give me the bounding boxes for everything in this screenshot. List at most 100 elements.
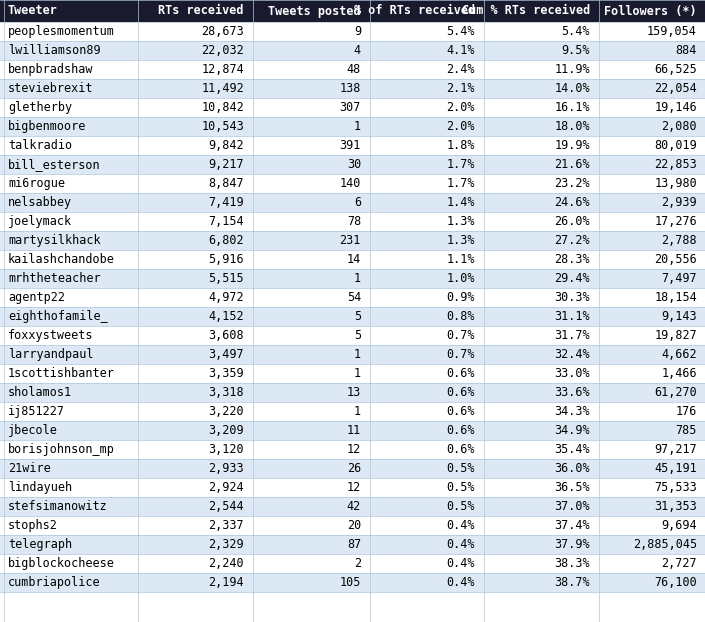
Text: 3,209: 3,209 xyxy=(209,424,244,437)
Text: 159,054: 159,054 xyxy=(647,25,697,38)
Text: borisjohnson_mp: borisjohnson_mp xyxy=(8,443,115,456)
Text: 1: 1 xyxy=(354,120,361,133)
Text: 35.4%: 35.4% xyxy=(554,443,590,456)
Text: 1.0%: 1.0% xyxy=(446,272,475,285)
Text: 1.4%: 1.4% xyxy=(446,196,475,209)
Bar xyxy=(0,421,705,440)
Text: 11: 11 xyxy=(347,424,361,437)
Text: 22,054: 22,054 xyxy=(654,82,697,95)
Bar xyxy=(0,364,705,383)
Text: 7,497: 7,497 xyxy=(661,272,697,285)
Bar xyxy=(0,193,705,212)
Bar xyxy=(0,41,705,60)
Text: lindayueh: lindayueh xyxy=(8,481,72,494)
Bar xyxy=(0,535,705,554)
Text: benpbradshaw: benpbradshaw xyxy=(8,63,94,76)
Text: agentp22: agentp22 xyxy=(8,291,65,304)
Text: 16.1%: 16.1% xyxy=(554,101,590,114)
Text: 140: 140 xyxy=(340,177,361,190)
Text: 2.4%: 2.4% xyxy=(446,63,475,76)
Text: 1.3%: 1.3% xyxy=(446,215,475,228)
Text: mrhtheteacher: mrhtheteacher xyxy=(8,272,101,285)
Text: 6: 6 xyxy=(354,196,361,209)
Bar xyxy=(0,60,705,79)
Text: 34.3%: 34.3% xyxy=(554,405,590,418)
Text: 22,032: 22,032 xyxy=(201,44,244,57)
Text: 23.2%: 23.2% xyxy=(554,177,590,190)
Text: nelsabbey: nelsabbey xyxy=(8,196,72,209)
Text: telegraph: telegraph xyxy=(8,538,72,551)
Text: 0.9%: 0.9% xyxy=(446,291,475,304)
Text: 9,217: 9,217 xyxy=(209,158,244,171)
Text: mi6rogue: mi6rogue xyxy=(8,177,65,190)
Text: 2,939: 2,939 xyxy=(661,196,697,209)
Bar xyxy=(0,573,705,592)
Text: 884: 884 xyxy=(675,44,697,57)
Text: Cum % RTs received: Cum % RTs received xyxy=(462,4,590,17)
Text: 4,662: 4,662 xyxy=(661,348,697,361)
Bar xyxy=(0,440,705,459)
Text: 0.5%: 0.5% xyxy=(446,481,475,494)
Text: 24.6%: 24.6% xyxy=(554,196,590,209)
Text: 2,240: 2,240 xyxy=(209,557,244,570)
Text: 30: 30 xyxy=(347,158,361,171)
Text: 3,497: 3,497 xyxy=(209,348,244,361)
Text: 11.9%: 11.9% xyxy=(554,63,590,76)
Bar xyxy=(0,22,705,41)
Text: 17,276: 17,276 xyxy=(654,215,697,228)
Text: RTs received: RTs received xyxy=(159,4,244,17)
Text: lwilliamson89: lwilliamson89 xyxy=(8,44,101,57)
Text: 9,694: 9,694 xyxy=(661,519,697,532)
Text: 0.7%: 0.7% xyxy=(446,329,475,342)
Text: kailashchandobe: kailashchandobe xyxy=(8,253,115,266)
Text: 5.4%: 5.4% xyxy=(561,25,590,38)
Text: 2,337: 2,337 xyxy=(209,519,244,532)
Text: 5.4%: 5.4% xyxy=(446,25,475,38)
Text: 12: 12 xyxy=(347,481,361,494)
Text: 14: 14 xyxy=(347,253,361,266)
Text: 76,100: 76,100 xyxy=(654,576,697,589)
Text: foxxystweets: foxxystweets xyxy=(8,329,94,342)
Text: 20: 20 xyxy=(347,519,361,532)
Bar xyxy=(0,288,705,307)
Bar xyxy=(0,554,705,573)
Text: larryandpaul: larryandpaul xyxy=(8,348,94,361)
Text: 0.6%: 0.6% xyxy=(446,405,475,418)
Text: 0.7%: 0.7% xyxy=(446,348,475,361)
Text: 87: 87 xyxy=(347,538,361,551)
Text: 33.6%: 33.6% xyxy=(554,386,590,399)
Text: 20,556: 20,556 xyxy=(654,253,697,266)
Text: 19.9%: 19.9% xyxy=(554,139,590,152)
Bar xyxy=(0,516,705,535)
Text: 37.0%: 37.0% xyxy=(554,500,590,513)
Bar xyxy=(0,0,705,22)
Bar xyxy=(0,345,705,364)
Text: 0.4%: 0.4% xyxy=(446,519,475,532)
Text: 5: 5 xyxy=(354,310,361,323)
Text: 105: 105 xyxy=(340,576,361,589)
Bar xyxy=(0,269,705,288)
Text: 78: 78 xyxy=(347,215,361,228)
Text: 4: 4 xyxy=(354,44,361,57)
Text: 0.8%: 0.8% xyxy=(446,310,475,323)
Text: 2,933: 2,933 xyxy=(209,462,244,475)
Text: 2,924: 2,924 xyxy=(209,481,244,494)
Text: bill_esterson: bill_esterson xyxy=(8,158,101,171)
Text: 1.7%: 1.7% xyxy=(446,158,475,171)
Text: 2,727: 2,727 xyxy=(661,557,697,570)
Text: bigbenmoore: bigbenmoore xyxy=(8,120,87,133)
Text: 12,874: 12,874 xyxy=(201,63,244,76)
Text: 9: 9 xyxy=(354,25,361,38)
Text: 1scottishbanter: 1scottishbanter xyxy=(8,367,115,380)
Text: 2,885,045: 2,885,045 xyxy=(633,538,697,551)
Text: ij851227: ij851227 xyxy=(8,405,65,418)
Bar xyxy=(0,231,705,250)
Text: talkradio: talkradio xyxy=(8,139,72,152)
Text: 36.0%: 36.0% xyxy=(554,462,590,475)
Bar xyxy=(0,459,705,478)
Text: 10,543: 10,543 xyxy=(201,120,244,133)
Text: 4,972: 4,972 xyxy=(209,291,244,304)
Text: 13: 13 xyxy=(347,386,361,399)
Text: 26: 26 xyxy=(347,462,361,475)
Text: 0.6%: 0.6% xyxy=(446,443,475,456)
